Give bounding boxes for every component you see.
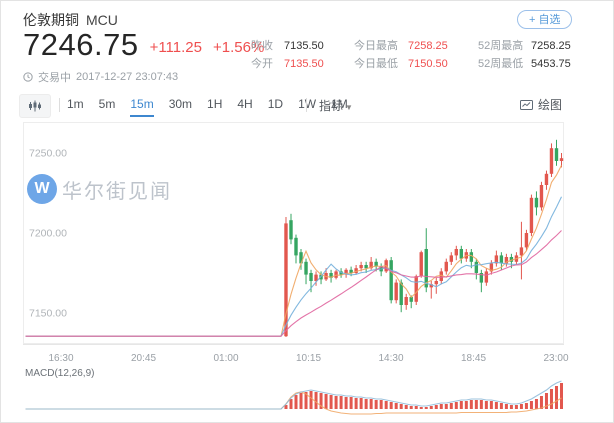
chart-toolbar: 1m 5m 15m 30m 1H 4H 1D 1W 1M 指标 ▼ 绘图: [1, 91, 613, 121]
instrument-name: 伦敦期铜: [23, 12, 79, 28]
price-change-percent: +1.56%: [212, 39, 265, 56]
stat-day-low: 今日最低 7150.50: [354, 58, 448, 70]
svg-text:10:15: 10:15: [296, 353, 321, 364]
draw-button[interactable]: 绘图: [520, 96, 562, 113]
stat-52w-high: 52周最高 7258.25: [478, 40, 571, 52]
toolbar-divider: [59, 98, 60, 112]
trading-status: 交易中 2017-12-27 23:07:43: [23, 69, 178, 85]
stats-column-3: 52周最高 7258.25 52周最低 5453.75: [478, 37, 571, 73]
stat-day-high: 今日最高 7258.25: [354, 40, 448, 52]
svg-text:23:00: 23:00: [543, 353, 568, 364]
clock-icon: [23, 72, 33, 82]
svg-text:14:30: 14:30: [378, 353, 403, 364]
interval-1w[interactable]: 1W: [298, 97, 317, 111]
svg-text:7150.00: 7150.00: [29, 308, 67, 320]
last-price: 7246.75: [23, 27, 139, 62]
interval-1h[interactable]: 1H: [207, 97, 223, 111]
interval-1d[interactable]: 1D: [267, 97, 284, 111]
stats-column-2: 今日最高 7258.25 今日最低 7150.50: [354, 37, 448, 73]
price-chart[interactable]: 7250.00 7200.00 7150.00 16:30 20:45 01:00 10:1…: [1, 122, 613, 422]
interval-5m[interactable]: 5m: [98, 97, 116, 111]
chart-canvas: 7250.00 7200.00 7150.00 16:30 20:45 01:00 10:1…: [23, 122, 569, 415]
stat-open: 今开 7135.50: [251, 58, 324, 70]
interval-15m[interactable]: 15m: [130, 97, 155, 117]
status-timestamp: 2017-12-27 23:07:43: [76, 71, 179, 83]
svg-text:MACD(12,26,9): MACD(12,26,9): [25, 368, 94, 379]
interval-selector: 1m 5m 15m 30m 1H 4H 1D 1W 1M: [67, 97, 348, 117]
svg-text:16:30: 16:30: [48, 353, 73, 364]
status-label: 交易中: [38, 72, 71, 84]
chart-type-button[interactable]: [19, 94, 51, 118]
interval-1mo[interactable]: 1M: [331, 97, 348, 111]
candlestick-icon: [29, 100, 41, 112]
svg-text:18:45: 18:45: [461, 353, 486, 364]
price-change: +111.25: [149, 39, 202, 56]
interval-4h[interactable]: 4H: [237, 97, 253, 111]
draw-icon: [520, 99, 533, 110]
toolbar-divider: [306, 98, 307, 112]
svg-text:7200.00: 7200.00: [29, 228, 67, 240]
svg-text:01:00: 01:00: [213, 353, 238, 364]
page-title: 伦敦期铜 MCU: [23, 10, 118, 30]
stats-column-1: 昨收 7135.50 今开 7135.50: [251, 37, 324, 73]
stat-prev-close: 昨收 7135.50: [251, 40, 324, 52]
interval-30m[interactable]: 30m: [168, 97, 193, 111]
add-watchlist-button[interactable]: + 自选: [517, 10, 573, 29]
instrument-symbol: MCU: [86, 12, 118, 28]
stat-52w-low: 52周最低 5453.75: [478, 58, 571, 70]
svg-text:20:45: 20:45: [131, 353, 156, 364]
svg-text:7250.00: 7250.00: [29, 148, 67, 160]
indicator-dropdown[interactable]: 指标 ▼: [319, 99, 353, 113]
interval-1m[interactable]: 1m: [67, 97, 84, 111]
chevron-down-icon: ▼: [345, 103, 353, 112]
